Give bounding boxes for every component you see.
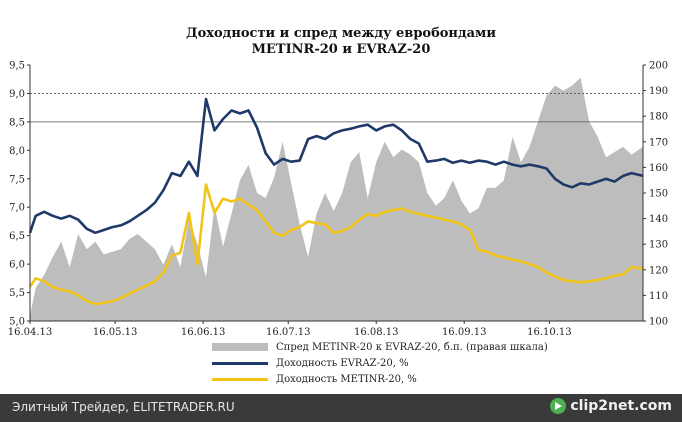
footer-source: Элитный Трейдер, ELITETRADER.RU [12, 400, 235, 414]
y-right-tick-label: 180 [649, 112, 668, 123]
legend-label-spread: Спред METINR-20 к EVRAZ-20, б.п. (правая… [276, 341, 548, 353]
y-right-tick-label: 140 [649, 214, 668, 225]
x-tick-label: 16.05.13 [93, 327, 138, 338]
y-left-tick-label: 7,0 [9, 203, 25, 214]
legend-swatch-spread [212, 343, 268, 351]
x-tick-label: 16.07.13 [266, 327, 311, 338]
legend-item-spread: Спред METINR-20 к EVRAZ-20, б.п. (правая… [212, 339, 548, 355]
x-tick-label: 16.08.13 [354, 327, 399, 338]
y-right-tick-label: 200 [649, 61, 668, 72]
y-right-tick-label: 170 [649, 137, 668, 148]
legend-label-metinr: Доходность METINR-20, % [276, 373, 417, 385]
y-right-tick-label: 190 [649, 86, 668, 97]
y-left-tick-label: 9,0 [9, 89, 25, 100]
y-left-tick-label: 7,5 [9, 174, 25, 185]
legend-swatch-evraz [212, 361, 268, 365]
x-tick-label: 16.09.13 [442, 327, 487, 338]
legend-label-evraz: Доходность EVRAZ-20, % [276, 357, 409, 369]
spread-area [30, 77, 643, 321]
chart-canvas: 5,0 5,5 6,0 6,5 7,0 7,5 8,0 8,5 9,0 9,5 100 110 120 1… [8, 61, 668, 339]
chart-legend: Спред METINR-20 к EVRAZ-20, б.п. (правая… [212, 339, 548, 387]
metinr-line [28, 183, 644, 306]
chart-subtitle: METINR-20 и EVRAZ-20 [251, 42, 431, 57]
legend-swatch-metinr [212, 377, 268, 381]
y-left-tick-label: 5,5 [9, 288, 25, 299]
evraz-line [28, 97, 644, 235]
y-left-tick-label: 5,0 [9, 317, 25, 328]
y-right-tick-label: 160 [649, 163, 668, 174]
play-arrow-icon [550, 398, 567, 414]
y-left-tick-label: 9,5 [9, 61, 25, 72]
chart-title: Доходности и спред между евробондами [186, 26, 496, 41]
clip2net-logo[interactable]: clip2net.com [550, 398, 672, 414]
y-right-tick-label: 110 [649, 291, 668, 302]
y-left-tick-label: 8,5 [9, 117, 25, 128]
y-right-tick-label: 150 [649, 189, 668, 200]
y-left-tick-label: 6,0 [9, 260, 25, 271]
x-tick-label: 16.10.13 [527, 327, 572, 338]
y-right-tick-label: 100 [649, 317, 668, 328]
y-left-tick-label: 6,5 [9, 231, 25, 242]
y-right-tick-label: 130 [649, 240, 668, 251]
legend-item-metinr: Доходность METINR-20, % [212, 371, 548, 387]
x-tick-label: 16.04.13 [8, 327, 53, 338]
y-right-tick-label: 120 [649, 265, 668, 276]
y-left-tick-label: 8,0 [9, 146, 25, 157]
clip2net-logo-text: clip2net.com [570, 398, 672, 414]
footer-bar: Элитный Трейдер, ELITETRADER.RU clip2net… [0, 394, 682, 422]
x-tick-label: 16.06.13 [181, 327, 226, 338]
legend-item-evraz: Доходность EVRAZ-20, % [212, 355, 548, 371]
